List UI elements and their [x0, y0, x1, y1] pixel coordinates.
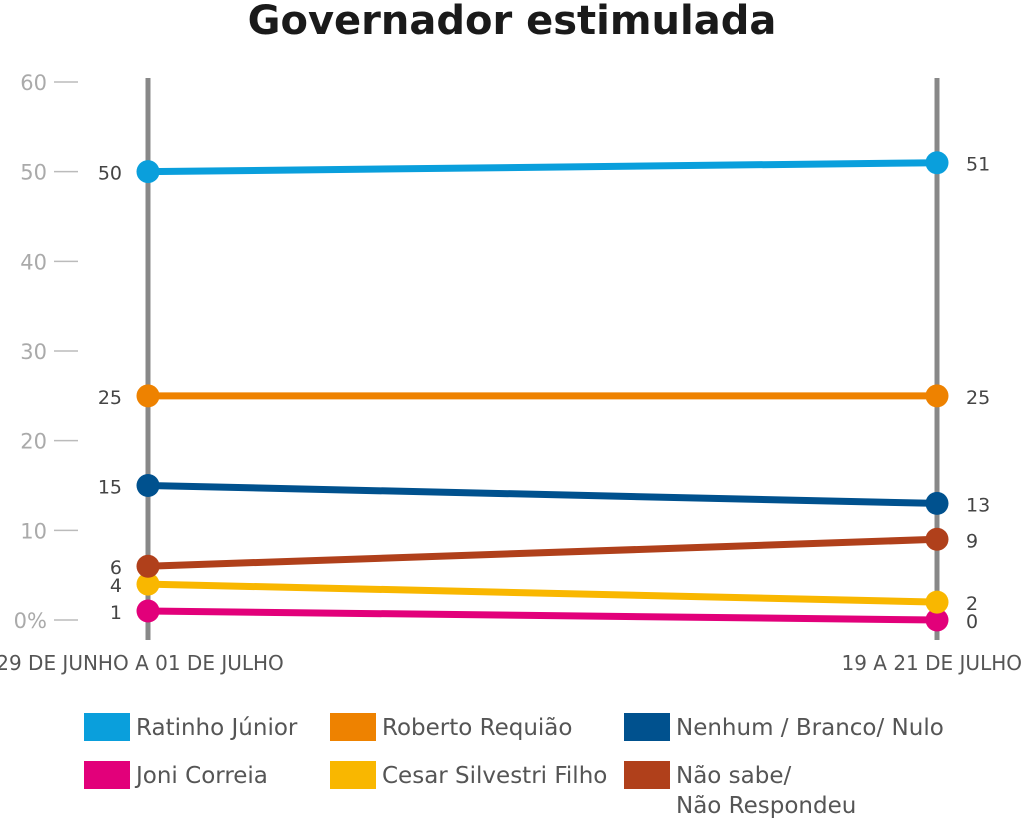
data-label: 15: [98, 477, 122, 499]
legend-label: Roberto Requião: [382, 715, 573, 741]
data-point: [136, 160, 160, 184]
data-label: 50: [98, 163, 122, 185]
data-label: 25: [98, 387, 122, 409]
data-label: 9: [966, 530, 978, 552]
data-label: 6: [110, 557, 122, 579]
legend-item-4: Cesar Silvestri Filho: [330, 761, 607, 791]
data-label: 1: [110, 602, 122, 624]
legend-item-5: Não sabe/Não Respondeu: [624, 761, 856, 819]
series-line: [147, 535, 938, 570]
series-line: [147, 607, 938, 624]
data-label: 51: [966, 154, 990, 176]
chart-title: Governador estimulada: [248, 0, 777, 44]
data-label: 25: [966, 387, 990, 409]
x-tick-label: 19 A 21 DE JULHO: [841, 651, 1022, 675]
y-tick-label: 50: [20, 161, 47, 185]
data-point: [925, 590, 949, 614]
data-label: 2: [966, 593, 978, 615]
series-line: [147, 482, 938, 507]
series-line: [147, 580, 938, 606]
data-label: 4: [110, 575, 122, 597]
data-point: [925, 527, 949, 551]
legend-item-0: Ratinho Júnior: [84, 713, 297, 743]
y-tick-label: 0%: [14, 609, 47, 633]
y-tick-label: 20: [20, 430, 47, 454]
data-label: 0: [966, 611, 978, 633]
data-point: [136, 572, 160, 596]
legend-label: Cesar Silvestri Filho: [382, 763, 608, 789]
y-tick-label: 10: [20, 519, 47, 543]
legend-label: Ratinho Júnior: [136, 715, 298, 741]
legend-item-3: Joni Correia: [84, 761, 268, 791]
data-point: [136, 599, 160, 623]
legend-label: Joni Correia: [136, 763, 268, 789]
legend-swatch: [624, 713, 670, 741]
y-tick-label: 40: [20, 250, 47, 274]
legend-label: Não sabe/Não Respondeu: [676, 763, 857, 819]
legend-item-2: Nenhum / Branco/ Nulo: [624, 713, 944, 743]
legend-swatch: [84, 713, 130, 741]
legend-label: Nenhum / Branco/ Nulo: [676, 715, 944, 741]
data-point: [136, 384, 160, 408]
y-tick-label: 30: [20, 340, 47, 364]
legend-swatch: [84, 761, 130, 789]
data-point: [136, 554, 160, 578]
data-point: [925, 384, 949, 408]
data-point: [925, 491, 949, 515]
legend-swatch: [624, 761, 670, 789]
legend-swatch: [330, 713, 376, 741]
y-tick-label: 60: [20, 71, 47, 95]
series-line: [147, 159, 938, 176]
data-point: [925, 151, 949, 175]
data-label: 13: [966, 494, 990, 516]
legend-item-1: Roberto Requião: [330, 713, 572, 743]
data-point: [925, 608, 949, 632]
legend-swatch: [330, 761, 376, 789]
x-tick-label: 29 DE JUNHO A 01 DE JULHO: [0, 651, 284, 675]
data-point: [136, 474, 160, 497]
